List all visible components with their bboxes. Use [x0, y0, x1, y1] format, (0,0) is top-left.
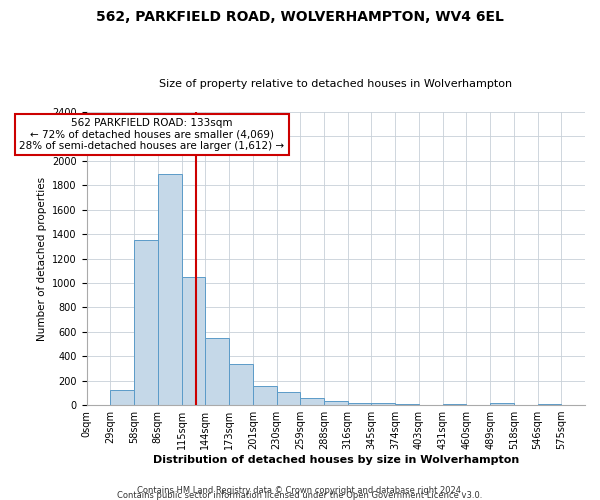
Bar: [347, 402, 371, 405]
Bar: [300, 398, 324, 405]
Bar: [182, 277, 205, 405]
X-axis label: Distribution of detached houses by size in Wolverhampton: Distribution of detached houses by size …: [153, 455, 519, 465]
Bar: [371, 404, 395, 405]
Bar: [134, 240, 158, 405]
Text: 562 PARKFIELD ROAD: 133sqm
← 72% of detached houses are smaller (4,069)
28% of s: 562 PARKFIELD ROAD: 133sqm ← 72% of deta…: [19, 118, 284, 152]
Bar: [205, 338, 229, 405]
Text: Contains public sector information licensed under the Open Government Licence v3: Contains public sector information licen…: [118, 491, 482, 500]
Text: 562, PARKFIELD ROAD, WOLVERHAMPTON, WV4 6EL: 562, PARKFIELD ROAD, WOLVERHAMPTON, WV4 …: [96, 10, 504, 24]
Bar: [253, 386, 277, 405]
Bar: [395, 404, 419, 405]
Text: Contains HM Land Registry data © Crown copyright and database right 2024.: Contains HM Land Registry data © Crown c…: [137, 486, 463, 495]
Title: Size of property relative to detached houses in Wolverhampton: Size of property relative to detached ho…: [159, 79, 512, 89]
Bar: [229, 364, 253, 405]
Bar: [277, 392, 300, 405]
Bar: [324, 402, 347, 405]
Bar: [443, 404, 466, 405]
Bar: [110, 390, 134, 405]
Y-axis label: Number of detached properties: Number of detached properties: [37, 176, 47, 340]
Bar: [490, 404, 514, 405]
Bar: [538, 404, 561, 405]
Bar: [158, 174, 182, 405]
